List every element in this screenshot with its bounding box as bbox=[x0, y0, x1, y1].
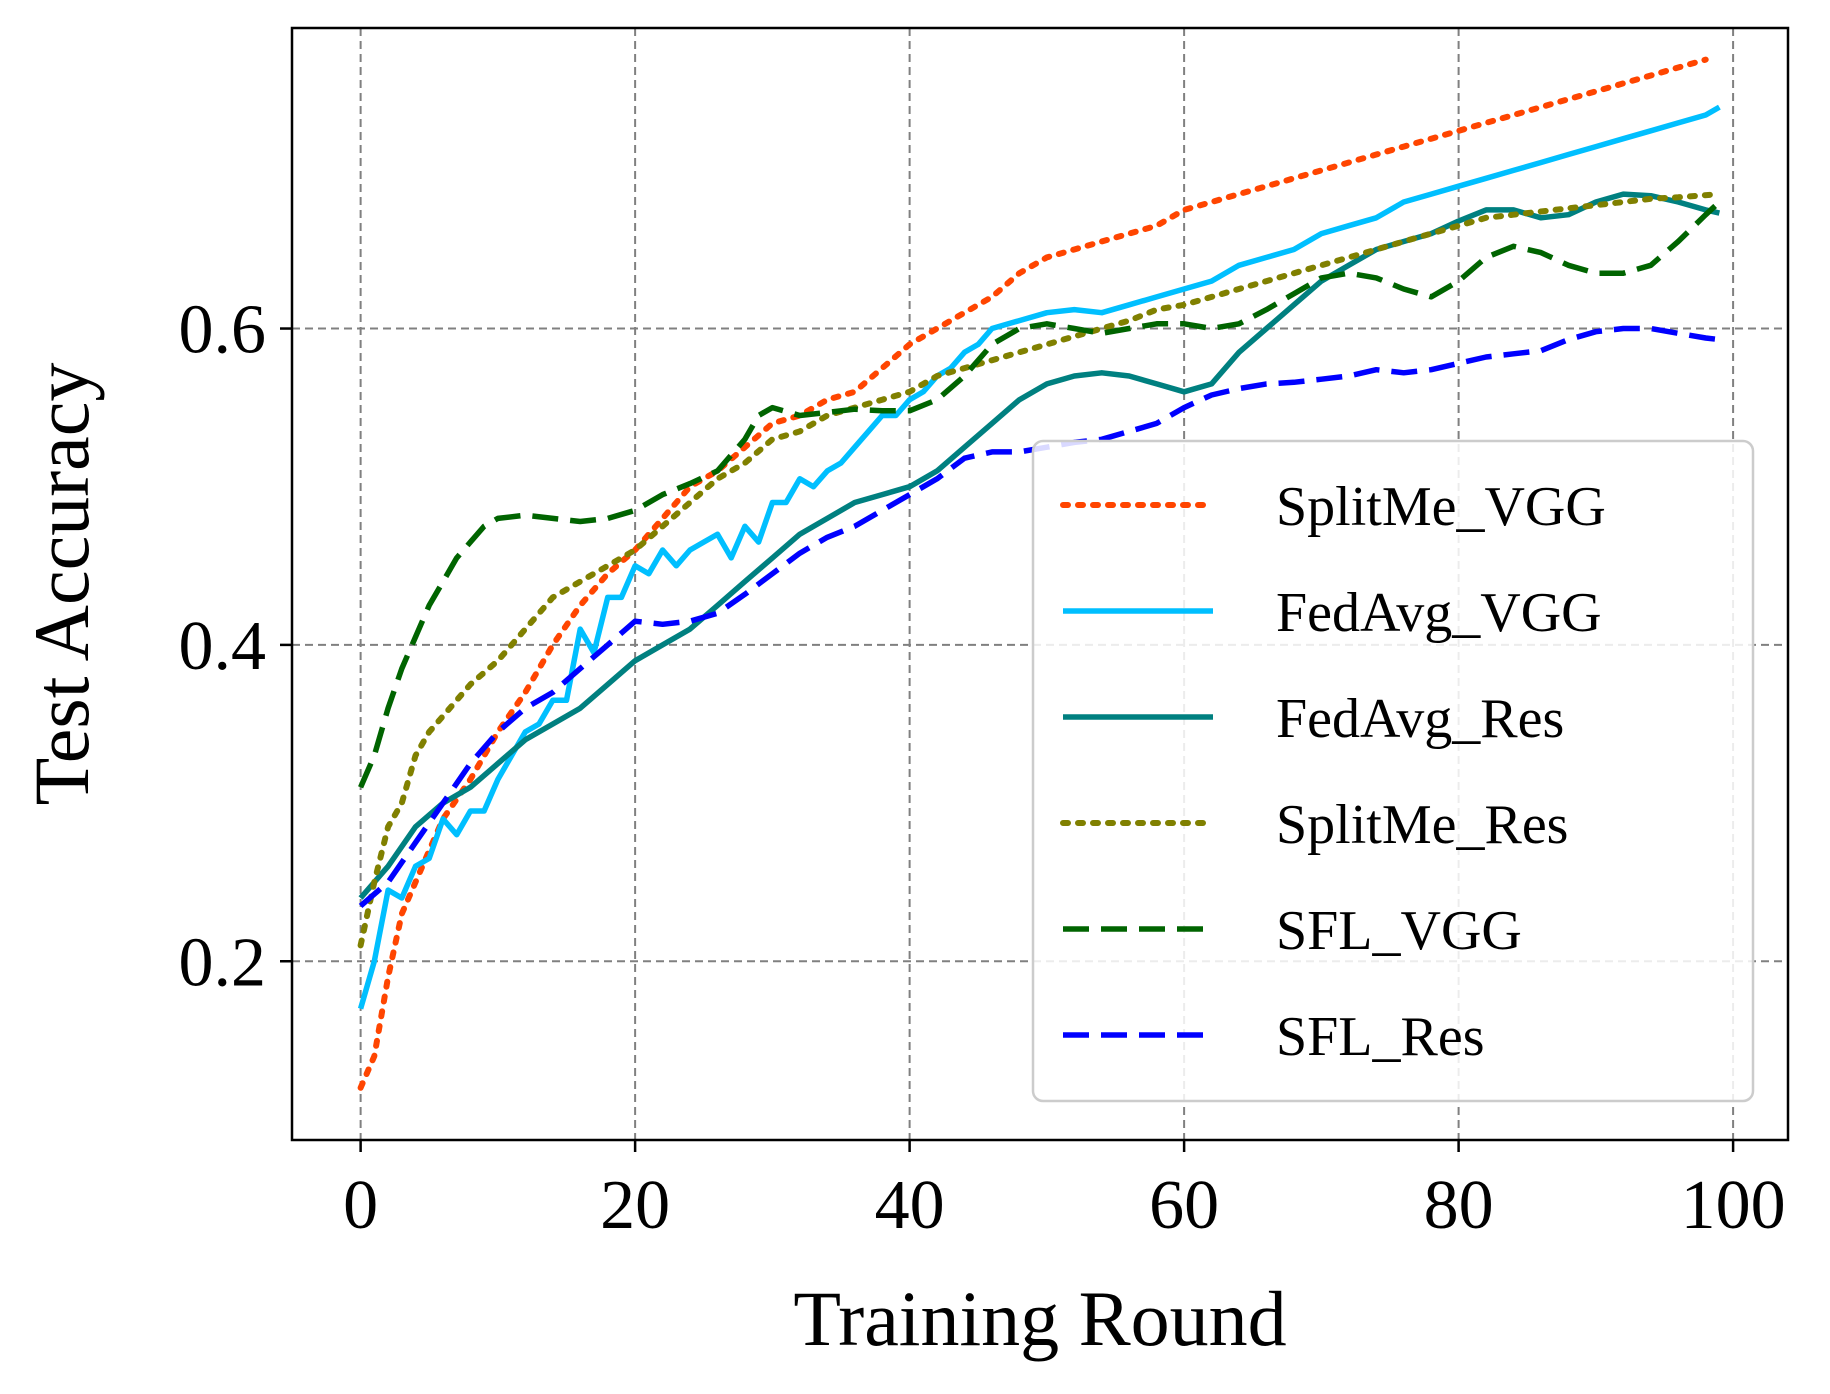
series-line-splitme-vgg bbox=[357, 56, 1709, 1091]
series-line-fedavg-vgg bbox=[357, 104, 1721, 1010]
series-line-fedavg-res bbox=[358, 191, 1721, 900]
legend-label-splitme-res: SplitMe_Res bbox=[1276, 794, 1568, 856]
x-tick-label-5: 100 bbox=[1681, 1167, 1786, 1244]
x-axis-title: Training Round bbox=[793, 1275, 1286, 1362]
x-tick-label-1: 20 bbox=[600, 1167, 670, 1244]
legend-label-fedavg-vgg: FedAvg_VGG bbox=[1276, 582, 1602, 644]
plot-frame bbox=[290, 26, 1790, 1142]
legend-label-splitme-vgg: SplitMe_VGG bbox=[1276, 476, 1606, 538]
y-tick-label-0: 0.2 bbox=[179, 924, 267, 1001]
legend-label-fedavg-res: FedAvg_Res bbox=[1276, 688, 1564, 750]
y-tick-label-2: 0.6 bbox=[179, 292, 267, 369]
y-axis-title: Test Accuracy bbox=[18, 363, 105, 806]
x-tick-label-4: 80 bbox=[1424, 1167, 1494, 1244]
legend-label-sfl-vgg: SFL_VGG bbox=[1276, 900, 1522, 962]
axis-ticks: 0 20 40 60 80 100 0.2 0.4 0.6 bbox=[179, 292, 1786, 1244]
x-tick-label-2: 40 bbox=[875, 1167, 945, 1244]
legend-label-sfl-res: SFL_Res bbox=[1276, 1006, 1485, 1068]
legend-box bbox=[1031, 439, 1755, 1103]
x-tick-label-3: 60 bbox=[1149, 1167, 1219, 1244]
legend: SplitMe_VGG FedAvg_VGG FedAvg_Res SplitMe_R… bbox=[1031, 439, 1755, 1103]
series-line-sfl-vgg bbox=[358, 199, 1722, 789]
y-tick-label-1: 0.4 bbox=[179, 608, 267, 685]
x-tick-label-0: 0 bbox=[343, 1167, 378, 1244]
